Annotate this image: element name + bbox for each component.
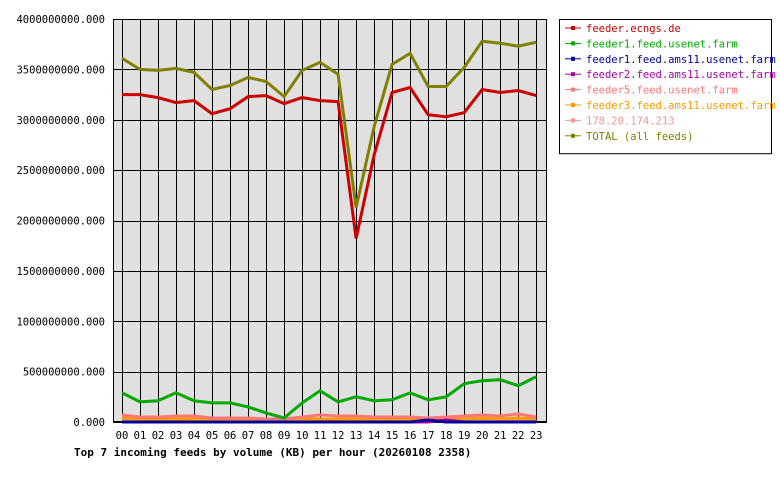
x-tick-label: 23: [530, 430, 543, 442]
legend-marker: [571, 41, 575, 46]
series-line-2: [122, 418, 537, 424]
x-tick-label: 10: [296, 430, 309, 442]
x-tick-label: 00: [116, 430, 129, 442]
series-lines: [121, 39, 537, 424]
x-tick-label: 17: [422, 430, 435, 442]
legend-box: [559, 19, 772, 155]
plot-background: [113, 19, 547, 422]
series-line-4: [121, 412, 537, 421]
legend-label: feeder.ecngs.de: [586, 23, 681, 35]
x-tick-label: 02: [152, 430, 165, 442]
x-tick-label: 04: [188, 430, 201, 442]
series-line-7: [121, 39, 537, 208]
legend-label: feeder2.feed.ams11.usenet.farm: [586, 69, 776, 81]
x-tick-label: 01: [134, 430, 147, 442]
y-tick-label: 2500000000.000: [16, 165, 105, 177]
series-line-1: [121, 375, 537, 420]
series-line-5: [121, 416, 537, 422]
x-tick-label: 03: [170, 430, 183, 442]
x-tick-label: 11: [314, 430, 327, 442]
legend-label: feeder3.feed.ams11.usenet.farm: [586, 100, 776, 112]
x-tick-label: 09: [278, 430, 291, 442]
y-tick-label: 1000000000.000: [16, 316, 105, 328]
y-tick-label: 1500000000.000: [16, 266, 105, 278]
legend-marker: [571, 103, 575, 107]
legend-label: feeder1.feed.ams11.usenet.farm: [586, 54, 776, 66]
x-tick-label: 18: [440, 430, 453, 442]
y-tick-label: 2000000000.000: [16, 216, 105, 228]
x-tick-label: 22: [512, 430, 525, 442]
x-tick-label: 06: [224, 430, 237, 442]
legend-label: 178.20.174.213: [586, 115, 675, 127]
x-axis-tick-labels: 00 01 02 03 04 05 06 07 08 09 10 11 12 13 14 15 16 17 18 19…: [116, 430, 543, 442]
x-tick-label: 07: [242, 430, 255, 442]
plot-area: [113, 19, 547, 423]
x-tick-label: 19: [458, 430, 471, 442]
legend: feeder.ecngs.de feeder1.feed.usenet.farm f…: [559, 19, 776, 155]
x-tick-label: 20: [476, 430, 489, 442]
legend-marker: [571, 118, 575, 123]
y-tick-label: 4000000000.000: [16, 14, 105, 26]
y-tick-label: 0.000: [73, 417, 105, 429]
legend-marker: [571, 56, 575, 61]
y-tick-label: 3500000000.000: [16, 64, 105, 76]
x-tick-label: 13: [350, 430, 363, 442]
x-tick-label: 16: [404, 430, 417, 442]
x-tick-label: 12: [332, 430, 345, 442]
x-tick-label: 05: [206, 430, 219, 442]
legend-label: TOTAL (all feeds): [586, 131, 693, 143]
legend-label: feeder5.feed.usenet.farm: [586, 85, 738, 97]
chart-title: Top 7 incoming feeds by volume (KB) per …: [74, 446, 471, 459]
y-tick-label: 500000000.000: [23, 367, 105, 379]
legend-marker: [571, 133, 575, 138]
y-axis-tick-labels: 0.000 500000000.000 1000000000.000 15000000…: [16, 14, 105, 429]
legend-marker: [571, 72, 575, 77]
y-tick-label: 3000000000.000: [16, 115, 105, 127]
x-tick-label: 08: [260, 430, 273, 442]
legend-marker: [571, 87, 575, 92]
legend-label: feeder1.feed.usenet.farm: [586, 38, 738, 50]
x-tick-label: 21: [494, 430, 507, 442]
x-tick-label: 14: [368, 430, 381, 442]
legend-marker: [571, 26, 575, 30]
series-line-0: [122, 85, 537, 239]
x-tick-label: 15: [386, 430, 399, 442]
